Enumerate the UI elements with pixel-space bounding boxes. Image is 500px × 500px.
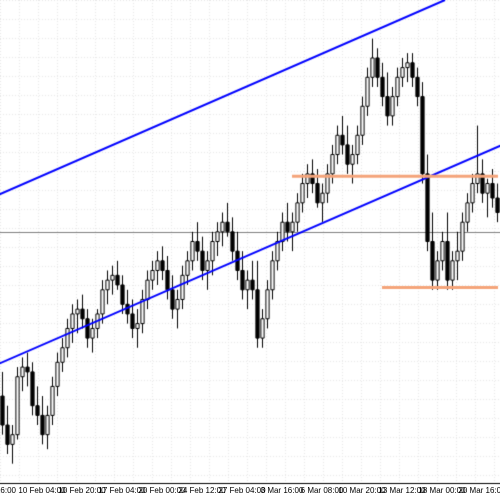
x-axis-label: 20 Mar 16:00 [458, 486, 500, 495]
x-axis-label: 3 Mar 16:00 [261, 486, 304, 495]
candlestick-chart: 16:0010 Feb 04:0010 Feb 20:0017 Feb 04:0… [0, 0, 500, 500]
x-axis-label: 27 Feb 04:00 [218, 486, 265, 495]
x-axis-label: 6 Mar 08:00 [301, 486, 344, 495]
x-axis-label: 16:00 [0, 486, 16, 495]
x-axis: 16:0010 Feb 04:0010 Feb 20:0017 Feb 04:0… [0, 0, 500, 500]
